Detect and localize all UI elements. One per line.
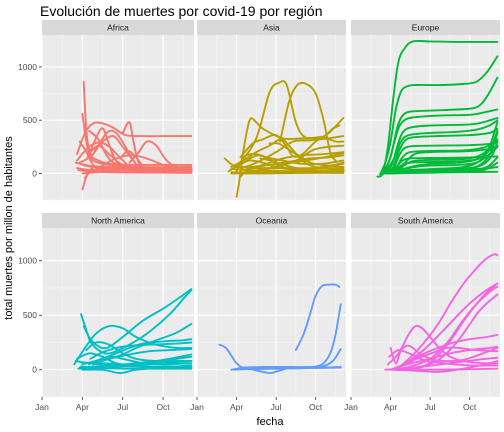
x-tick-label: Jan [35,402,49,412]
series-line [384,127,499,175]
series-line [388,349,499,367]
x-tick-label: Jan [190,402,204,412]
facet-strip [351,20,500,35]
panel-background [197,228,346,397]
x-tick-label: Jul [271,402,282,412]
series-line [74,360,193,368]
series-line [379,55,499,176]
facet-strip-label: North America [91,216,145,226]
series-line [77,169,193,174]
series-line [243,151,345,172]
series-line [383,140,499,175]
series-line [392,360,499,373]
facet-strip [42,20,194,35]
series-line [239,80,345,164]
series-line [389,129,499,175]
series-line [386,324,499,366]
series-line [97,154,193,171]
facet-europe: Europe [350,20,500,201]
panel-background [351,35,500,200]
series-line [235,366,342,371]
facet-strip-label: Oceania [256,216,288,226]
series-line [405,333,499,366]
series-line [89,144,193,172]
series-line [390,140,499,175]
series-line [279,81,337,162]
facet-asia: Asia [196,20,346,201]
y-tick-label: 1000 [18,62,37,72]
series-line [80,365,193,370]
x-tick-label: Jan [344,402,358,412]
series-line [240,135,345,170]
series-line [82,80,193,166]
series-group [384,253,499,373]
y-tick-label: 500 [23,115,37,125]
series-line [94,355,193,366]
facet-north-america: North America 0 500 1000 Jan Apr Jul Oct [18,213,194,412]
series-line [89,341,193,360]
series-line [400,346,499,368]
series-line [92,348,193,366]
facet-oceania: Oceania Jan Apr Jul Oct [190,213,346,412]
series-line [294,283,341,352]
x-tick-label: Jul [117,402,128,412]
series-line [389,367,499,371]
series-line [76,121,193,156]
y-axis-title: total muertes por millon de habitantes [3,136,15,320]
series-line [386,145,499,175]
facet-strip [197,213,346,228]
y-tick-label: 0 [32,365,37,375]
series-line [73,324,193,366]
facet-strip-label: Asia [263,23,280,33]
series-line [84,355,193,366]
chart-title: Evolución de muertes por covid-19 por re… [40,3,323,19]
series-line [239,169,345,178]
facet-strip [197,20,346,35]
facet-south-america: South America Jan Apr Jul Oct [344,213,500,412]
series-line [128,140,193,171]
series-line [388,144,499,175]
series-line [384,119,499,175]
series-group [218,283,342,374]
series-line [394,253,499,371]
facet-strip-label: Africa [107,23,129,33]
facet-strip-label: Europe [412,23,440,33]
facet-africa: Africa 0 500 1000 [18,20,194,201]
series-line [227,154,345,173]
y-tick-label: 0 [32,168,37,178]
panel-background [42,35,194,200]
series-line [381,108,499,175]
facet-strip-label: South America [398,216,454,226]
series-line [85,341,193,363]
facet-strip [42,213,194,228]
series-line [239,117,345,159]
series-line [230,138,345,171]
x-tick-label: Oct [463,402,477,412]
x-tick-label: Oct [156,402,170,412]
facet-strip [351,213,500,228]
series-line [392,285,499,371]
y-tick-label: 500 [23,310,37,320]
series-group [376,39,499,178]
facet-panels: Africa 0 500 1000 Asia Europe North America 0 50… [18,20,500,412]
series-line [393,161,499,175]
series-group [74,80,193,191]
series-line [232,154,345,169]
y-tick-label: 1000 [18,256,37,266]
series-group [73,288,193,374]
x-tick-label: Jul [425,402,436,412]
x-tick-label: Oct [309,402,323,412]
series-group [223,80,345,198]
x-tick-label: Apr [230,402,243,412]
series-line [251,144,345,173]
series-line [394,345,499,369]
x-tick-label: Apr [76,402,89,412]
x-tick-label: Apr [384,402,397,412]
x-axis-title: fecha [257,416,285,428]
